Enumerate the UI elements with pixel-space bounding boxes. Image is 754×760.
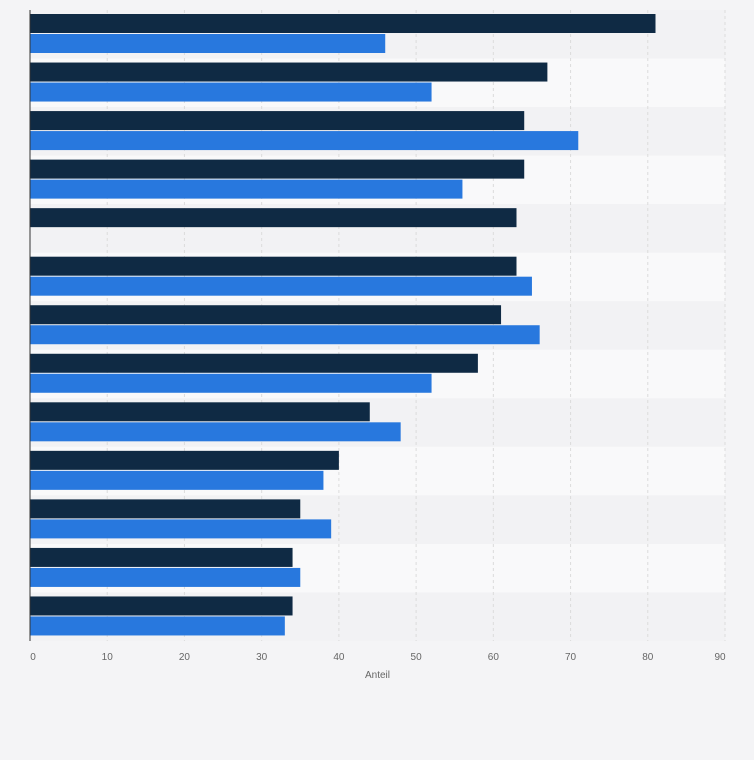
bar-series2-row8 (30, 373, 432, 393)
bar-series1-row11 (30, 499, 301, 519)
bar-series1-row12 (30, 547, 293, 567)
bar-series1-row13 (30, 596, 293, 616)
x-tick-label-60: 60 (488, 652, 500, 663)
x-tick-label-40: 40 (333, 652, 345, 663)
x-tick-label-0: 0 (30, 652, 36, 663)
bar-series2-row3 (30, 131, 579, 151)
bar-series2-row10 (30, 470, 324, 490)
x-tick-label-30: 30 (256, 652, 268, 663)
bar-series2-row1 (30, 34, 386, 53)
x-tick-label-80: 80 (642, 652, 654, 663)
bar-series1-row8 (30, 353, 478, 373)
bar-series2-row9 (30, 422, 401, 442)
bar-series2-row4 (30, 179, 463, 199)
bars (30, 14, 656, 636)
bar-series2-row12 (30, 567, 301, 587)
bar-series1-row4 (30, 159, 525, 179)
x-tick-label-70: 70 (565, 652, 577, 663)
bar-series2-row6 (30, 276, 532, 296)
bar-series1-row3 (30, 111, 525, 131)
x-tick-label-20: 20 (179, 652, 191, 663)
x-tick-label-10: 10 (102, 652, 114, 663)
bar-series1-row5 (30, 208, 517, 228)
bar-series1-row7 (30, 305, 502, 325)
bar-series1-row2 (30, 62, 548, 82)
bar-series1-row9 (30, 402, 370, 422)
x-tick-label-50: 50 (411, 652, 423, 663)
bar-series2-row7 (30, 325, 540, 345)
x-axis-title: Anteil (365, 670, 390, 681)
x-tick-label-90: 90 (714, 652, 726, 663)
bar-series2-row2 (30, 82, 432, 102)
x-axis-ticks: 0 10 20 30 40 50 60 70 80 90 (30, 652, 726, 663)
bar-series1-row1 (30, 14, 656, 33)
bar-series2-row13 (30, 616, 285, 636)
bar-series1-row6 (30, 256, 517, 276)
bar-series1-row10 (30, 450, 339, 470)
bar-series2-row11 (30, 519, 332, 539)
